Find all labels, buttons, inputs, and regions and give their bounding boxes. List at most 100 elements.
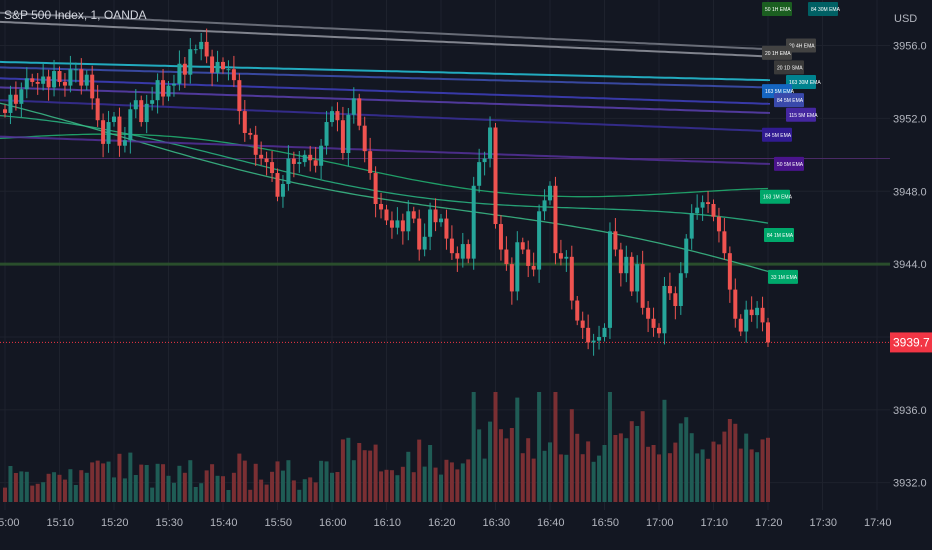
candle-body — [171, 83, 176, 86]
chart-grid — [0, 0, 890, 510]
ema-tag — [760, 189, 790, 204]
candle-body — [564, 256, 569, 259]
volume-bar — [667, 453, 672, 502]
candle-body — [618, 249, 623, 274]
volume-bar — [553, 392, 558, 502]
candle-body — [384, 209, 389, 221]
candle-body — [542, 200, 547, 212]
volume-bar — [112, 477, 116, 502]
volume-bar — [618, 433, 623, 502]
candle-body — [242, 111, 247, 133]
volume-bar — [8, 466, 13, 502]
volume-bar — [35, 483, 40, 502]
volume-bar — [248, 489, 253, 502]
candlesticks — [3, 28, 770, 356]
candle-body — [444, 218, 449, 239]
time-tick-label: 17:00 — [646, 517, 674, 529]
volume-bar — [411, 472, 416, 502]
candle-body — [248, 132, 253, 135]
ema-tag — [768, 269, 798, 284]
time-axis[interactable]: 15:00 15:10 15:20 15:30 15:40 15:50 16:00 16:10… — [0, 510, 932, 550]
volume-bar — [477, 429, 482, 502]
candle-body — [488, 127, 493, 159]
ema-tag — [786, 74, 816, 89]
candle-body — [613, 231, 618, 250]
candle-body — [237, 80, 242, 112]
candle-body — [580, 320, 585, 328]
volume-bar — [357, 443, 362, 502]
volume-bar — [13, 473, 18, 502]
volume-bar — [19, 471, 24, 502]
volume-bar — [749, 449, 754, 502]
volume-bar — [68, 469, 73, 502]
candle-body — [597, 336, 602, 341]
ema-line — [0, 60, 769, 82]
volume-bar — [226, 490, 231, 502]
volume-bar — [613, 435, 618, 502]
volume-bar — [389, 470, 394, 502]
candle-body — [755, 307, 760, 316]
candle-body — [526, 249, 531, 266]
ema-tag — [774, 93, 804, 108]
candle-body — [313, 160, 318, 166]
volume-bar — [428, 445, 433, 502]
volume-bar — [24, 471, 29, 502]
volume-bar — [488, 421, 493, 502]
volume-bar — [335, 472, 340, 502]
candle-body — [766, 322, 770, 343]
candle-body — [101, 120, 106, 144]
volume-bar — [133, 475, 138, 502]
candle-body — [537, 211, 542, 270]
candle-body — [379, 204, 384, 210]
volume-bar — [727, 419, 732, 502]
volume-bar — [662, 399, 667, 502]
candle-body — [368, 151, 373, 174]
candle-body — [106, 122, 111, 144]
volume-bar — [689, 433, 694, 502]
volume-bar — [422, 466, 427, 502]
candle-body — [62, 81, 67, 86]
volume-bar — [558, 454, 563, 502]
volume-bar — [433, 467, 438, 502]
candle-body — [8, 94, 13, 113]
candle-body — [264, 158, 269, 163]
volume-bar — [117, 453, 122, 502]
ema-tag — [762, 127, 792, 142]
volume-bar — [62, 479, 67, 502]
volume-bar — [766, 437, 770, 502]
ema-tag — [764, 227, 794, 242]
volume-bar — [280, 470, 285, 502]
volume-bar — [264, 484, 269, 502]
ema-line — [0, 114, 769, 224]
ema-line — [0, 135, 769, 165]
candle-body — [210, 56, 215, 73]
candle-body — [640, 264, 645, 308]
candle-body — [395, 220, 400, 228]
price-axis[interactable]: USD 3932.0 3936.0 3944.0 3948.0 3952.0 3956.0… — [890, 0, 932, 510]
ema-tag — [786, 38, 816, 53]
price-tick-label: 3932.0 — [893, 478, 927, 490]
time-tick-label: 15:00 — [0, 517, 20, 529]
volume-bar — [166, 475, 171, 502]
volume-bar — [586, 441, 591, 502]
ema-tag — [808, 2, 838, 16]
ema-tag-label: 50 5M EMA — [777, 162, 804, 168]
candle-body — [177, 63, 182, 84]
volume-bar — [564, 454, 569, 502]
volume-bar — [395, 475, 400, 502]
volume-bar — [444, 459, 449, 502]
candle-body — [330, 111, 334, 123]
volume-bar — [340, 439, 345, 502]
time-tick-label: 16:30 — [483, 517, 511, 529]
volume-bar — [308, 477, 313, 502]
candle-body — [308, 154, 313, 161]
volume-bar — [493, 392, 498, 502]
time-tick-label: 15:30 — [156, 517, 184, 529]
candle-body — [231, 69, 236, 81]
time-axis-ticks: 15:00 15:10 15:20 15:30 15:40 15:50 16:00 16:10… — [0, 517, 892, 529]
candle-body — [738, 318, 743, 332]
candle-body — [449, 238, 454, 254]
candle-body — [657, 327, 661, 334]
